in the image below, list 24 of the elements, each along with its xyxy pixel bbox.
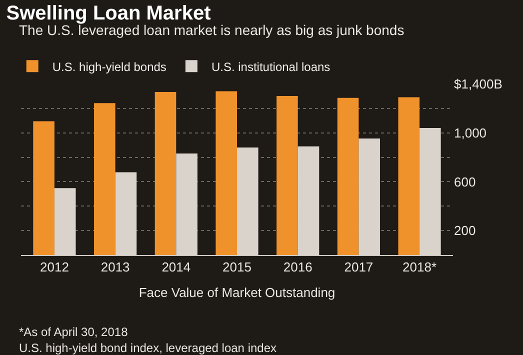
y-tick-label: 600	[454, 174, 476, 190]
bar	[33, 121, 54, 255]
x-tick-label: 2017	[344, 260, 374, 275]
y-tick-label: $1,400B	[454, 76, 502, 92]
y-tick-label: 200	[454, 223, 476, 238]
x-tick-label: 2014	[162, 260, 191, 275]
x-tick-label: 2015	[222, 260, 252, 275]
x-tick-label: 2013	[100, 260, 130, 275]
y-tick-label: 1,000	[454, 125, 487, 140]
bar	[154, 92, 176, 255]
x-tick-label: 2016	[283, 260, 312, 275]
bar	[398, 97, 420, 255]
bar	[337, 98, 359, 255]
legend-label: U.S. high-yield bonds	[52, 60, 166, 74]
x-tick-label: 2018*	[402, 260, 437, 275]
bar	[276, 96, 298, 255]
x-tick-label: 2012	[40, 260, 69, 275]
bar	[216, 91, 237, 255]
text: U.S. high-yield bond index, leveraged loan index	[19, 341, 277, 355]
bar	[94, 103, 116, 255]
text: *As of April 30, 2018	[19, 325, 128, 339]
legend-label: U.S. institutional loans	[211, 60, 330, 74]
x-axis-title: Face Value of Market Outstanding	[138, 285, 336, 300]
chart-title: Swelling Loan Market	[6, 2, 212, 24]
